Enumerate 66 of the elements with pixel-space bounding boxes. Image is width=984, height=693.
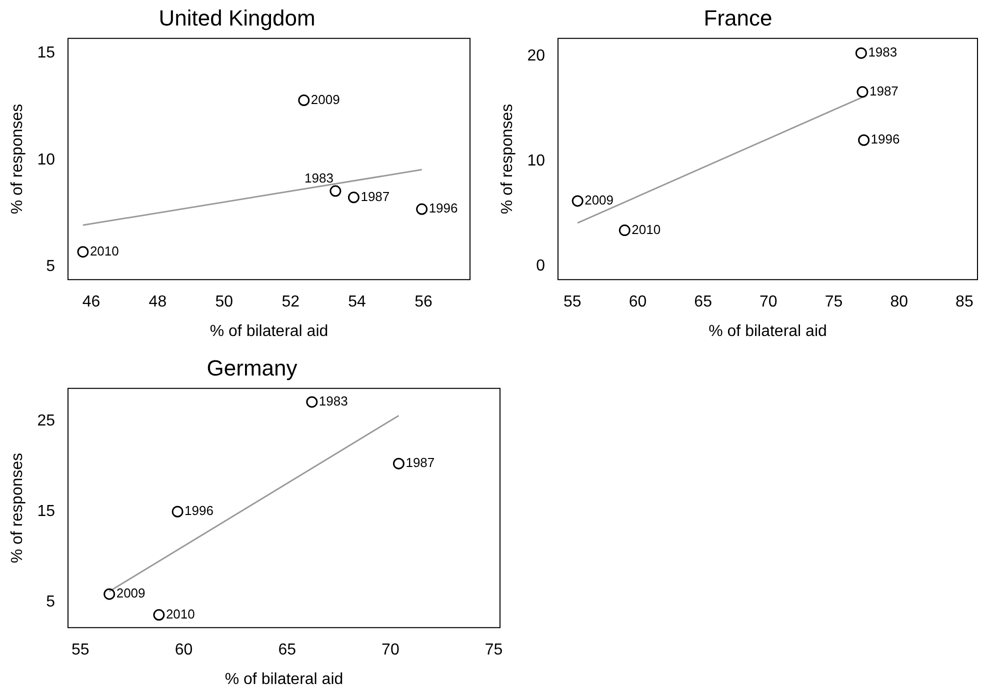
point: [172, 506, 184, 518]
point: [104, 588, 116, 600]
y-tick-label: 5: [46, 258, 56, 276]
point: [416, 203, 428, 215]
y-axis-title: % of responses: [9, 452, 26, 564]
x-tick-label: 85: [956, 294, 974, 311]
x-tick-label: 75: [484, 642, 503, 659]
point: [572, 195, 584, 207]
y-tick-label: 25: [37, 412, 56, 430]
annotation: 2010: [90, 243, 119, 258]
chart-title: Germany: [206, 355, 298, 380]
x-tick-label: 50: [215, 294, 234, 311]
point: [856, 86, 868, 98]
x-tick-label: 56: [414, 294, 432, 311]
annotation: 1987: [869, 83, 898, 98]
x-tick-label: 70: [382, 642, 400, 659]
point: [348, 192, 360, 204]
annotation: 2009: [584, 192, 614, 208]
x-tick-label: 65: [694, 294, 712, 311]
annotation: 2010: [632, 222, 661, 237]
point: [298, 94, 310, 106]
annotation: 2010: [166, 606, 195, 622]
point: [392, 458, 404, 470]
y-tick-label: 15: [37, 503, 56, 520]
x-tick-label: 80: [890, 294, 908, 311]
point: [153, 609, 165, 621]
x-tick-label: 60: [174, 642, 193, 659]
y-tick-label: 10: [37, 151, 56, 168]
x-tick-label: 60: [628, 294, 647, 311]
annotation: 1987: [406, 455, 435, 470]
annotation: 1983: [304, 170, 334, 186]
annotation: 2009: [310, 92, 340, 107]
annotation: 1996: [870, 132, 900, 147]
x-tick-label: 70: [760, 294, 778, 311]
annotation: 1996: [428, 200, 458, 216]
x-axis-title: % of bilateral aid: [210, 322, 328, 340]
point: [77, 246, 89, 258]
chart-title: France: [704, 5, 772, 30]
y-tick-label: 0: [536, 257, 546, 274]
point: [306, 396, 318, 408]
point: [858, 134, 870, 146]
x-tick-label: 75: [824, 294, 843, 311]
annotation: 1983: [318, 394, 348, 409]
y-tick-label: 10: [527, 152, 546, 170]
annotation: 1987: [360, 189, 390, 204]
point: [618, 224, 630, 236]
y-tick-label: 5: [46, 594, 56, 611]
y-tick-label: 15: [37, 44, 56, 62]
annotation: 1996: [184, 503, 214, 518]
point: [330, 185, 342, 197]
y-axis-title: % of responses: [9, 104, 26, 214]
y-tick-label: 20: [527, 48, 546, 65]
x-tick-label: 54: [348, 294, 366, 311]
x-axis-title: % of bilateral aid: [224, 670, 344, 688]
y-axis-title: % of responses: [499, 104, 516, 214]
annotation: 2009: [116, 586, 146, 601]
x-tick-label: 55: [563, 294, 582, 311]
chart-title: United Kingdom: [158, 5, 316, 30]
x-tick-label: 55: [72, 642, 90, 659]
point: [855, 47, 867, 59]
x-tick-label: 65: [278, 642, 296, 659]
annotation: 1983: [868, 44, 898, 60]
x-tick-label: 48: [148, 294, 167, 311]
x-tick-label: 46: [82, 294, 100, 311]
x-tick-label: 52: [282, 294, 300, 311]
x-axis-title: % of bilateral aid: [708, 322, 827, 340]
